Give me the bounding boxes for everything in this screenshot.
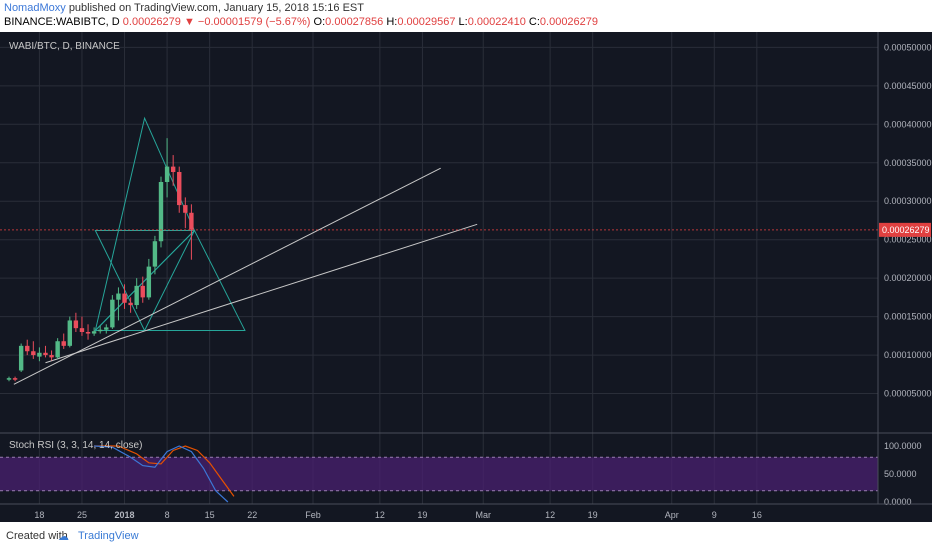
price-tick-label: 0.00030000	[884, 196, 932, 206]
last-price-label-bg	[879, 222, 931, 237]
candle-body	[91, 331, 97, 334]
price-tick-label: 0.00045000	[884, 81, 932, 91]
candlesticks	[6, 138, 194, 382]
last-price-label: 0.00026279	[882, 225, 930, 235]
time-tick-label: 18	[34, 510, 44, 520]
stoch-rsi-legend: Stoch RSI (3, 3, 14, 14, close)	[9, 440, 142, 451]
time-tick-label: 12	[545, 510, 555, 520]
close-label: C:	[528, 16, 540, 28]
candle-body	[6, 378, 12, 380]
time-tick-label: 19	[417, 510, 427, 520]
candle-body	[189, 212, 194, 230]
candle-body	[104, 327, 109, 330]
stoch-tick-label: 0.0000	[884, 497, 912, 507]
candle-body	[79, 328, 85, 332]
ohlc-info: BINANCE:WABIBTC, D 0.00026279 ▼ −0.00001…	[4, 16, 598, 28]
pattern-drawings	[13, 116, 478, 385]
candle-body	[43, 352, 48, 356]
candle-body	[37, 352, 42, 357]
candle-body	[158, 182, 164, 242]
publish-info: NomadMoxy published on TradingView.com, …	[4, 2, 364, 14]
candle-body	[122, 293, 127, 303]
time-tick-label: 2018	[115, 510, 135, 520]
candle-body	[98, 329, 103, 332]
candle-body	[164, 166, 170, 182]
candle-body	[177, 172, 182, 206]
triangle-upper	[94, 116, 196, 333]
publish-text: published on TradingView.com, January 15…	[68, 2, 364, 14]
stoch-tick-label: 50.0000	[884, 469, 917, 479]
candle-body	[128, 302, 133, 306]
last-price-text: 0.00026279	[122, 16, 181, 28]
candle-body	[55, 341, 60, 358]
candle-body	[25, 345, 30, 352]
low-label: L:	[458, 16, 468, 28]
open-label: O:	[313, 16, 326, 28]
candle-body	[12, 378, 18, 380]
chart-legend: WABI/BTC, D, BINANCE	[9, 41, 120, 52]
stoch-d-line	[94, 445, 235, 497]
time-tick-label: 19	[588, 510, 598, 520]
chart-svg[interactable]: 100.0000 50.0000 0.0000 18 25 2018 8 15 22 Feb 12…	[0, 32, 932, 522]
change-text: −0.00001579 (−5.67%)	[197, 16, 311, 28]
stoch-band	[0, 457, 878, 491]
chart-area[interactable]: 100.0000 50.0000 0.0000 18 25 2018 8 15 22 Feb 12…	[0, 32, 932, 522]
candle-body	[146, 266, 152, 298]
candle-body	[18, 345, 24, 371]
high-label: H:	[386, 16, 398, 28]
price-tick-label: 0.00010000	[884, 350, 932, 360]
tradingview-brand-link[interactable]: TradingView	[78, 530, 139, 542]
chart-header: NomadMoxy published on TradingView.com, …	[0, 0, 932, 32]
time-tick-label: Mar	[475, 510, 491, 520]
candle-body	[67, 320, 72, 346]
price-tick-label: 0.00025000	[884, 235, 932, 245]
time-tick-label: 9	[712, 510, 717, 520]
price-tick-label: 0.00035000	[884, 158, 932, 168]
candle-body	[85, 332, 91, 334]
candle-body	[31, 351, 36, 356]
candle-body	[116, 293, 121, 300]
time-tick-label: Feb	[305, 510, 321, 520]
low-value: 0.00022410	[467, 16, 526, 28]
time-tick-label: 22	[247, 510, 257, 520]
candle-body	[140, 285, 145, 298]
candle-body	[152, 241, 158, 267]
open-value: 0.00027856	[325, 16, 384, 28]
time-tick-label: 16	[752, 510, 762, 520]
tradingview-cloud-icon: ☁	[58, 531, 69, 543]
candle-body	[49, 355, 54, 358]
close-value: 0.00026279	[539, 16, 599, 28]
time-tick-label: 12	[375, 510, 385, 520]
candle-body	[110, 299, 115, 328]
price-tick-label: 0.00020000	[884, 273, 932, 283]
stoch-k-line	[94, 445, 229, 503]
trend-line-shallow	[45, 223, 478, 364]
candle-body	[170, 166, 176, 172]
triangle-inverted	[94, 229, 196, 332]
author-link[interactable]: NomadMoxy	[4, 2, 66, 14]
high-value: 0.00029567	[397, 16, 456, 28]
candle-body	[134, 285, 139, 306]
time-tick-label: 15	[205, 510, 215, 520]
trend-line-steep	[13, 167, 441, 385]
price-tick-label: 0.00040000	[884, 119, 932, 129]
candle-body	[183, 205, 188, 213]
grid-lines	[0, 32, 878, 504]
symbol-text: BINANCE:WABIBTC, D	[4, 16, 120, 28]
candle-body	[73, 320, 79, 329]
price-tick-label: 0.00050000	[884, 42, 932, 52]
time-tick-label: Apr	[665, 510, 679, 520]
axes: 18 25 2018 8 15 22 Feb 12 19 Mar 12 19 Apr 9 160.00005…	[0, 32, 932, 520]
triangle-lower-right	[94, 229, 246, 331]
down-arrow-icon: ▼	[183, 16, 195, 28]
time-tick-label: 25	[77, 510, 87, 520]
stoch-rsi-pane: 100.0000 50.0000 0.0000	[0, 441, 922, 507]
stoch-tick-label: 100.0000	[884, 441, 922, 451]
candle-body	[61, 341, 66, 346]
price-tick-label: 0.00005000	[884, 389, 932, 399]
time-tick-label: 8	[165, 510, 170, 520]
footer: Created with ☁ TradingView	[0, 522, 932, 550]
price-tick-label: 0.00015000	[884, 312, 932, 322]
created-with-text: Created with	[6, 530, 68, 542]
